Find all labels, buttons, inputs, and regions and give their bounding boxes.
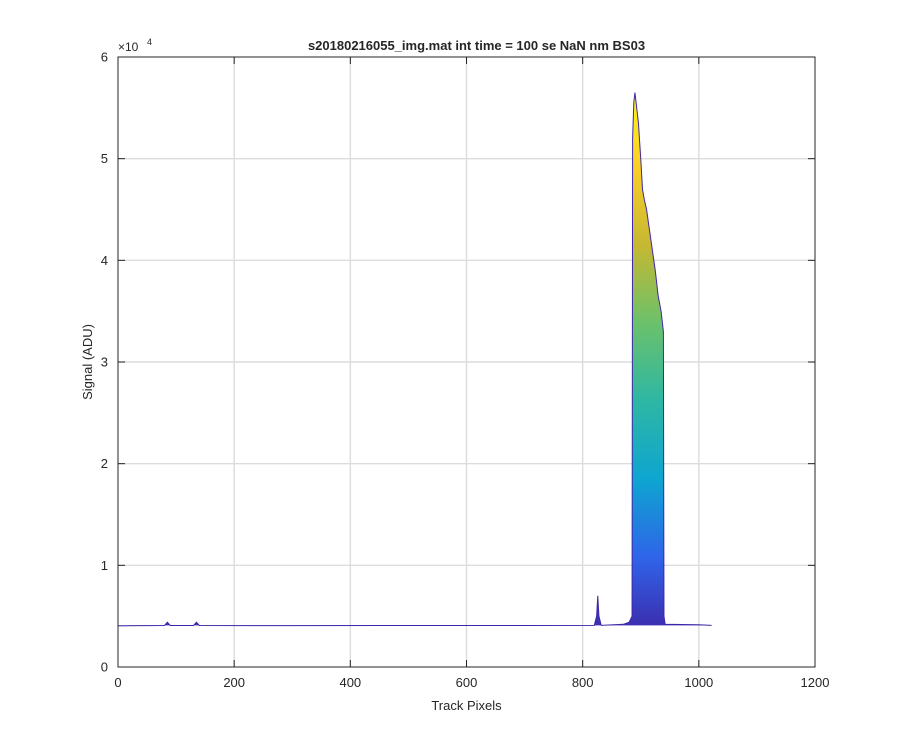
y-tick-label: 0 <box>101 660 108 675</box>
y-tick-label: 1 <box>101 558 108 573</box>
x-tick-label: 1000 <box>684 675 713 690</box>
y-tick-label: 6 <box>101 50 108 65</box>
x-tick-label: 800 <box>572 675 594 690</box>
y-tick-label: 4 <box>101 253 108 268</box>
y-tick-label: 3 <box>101 355 108 370</box>
x-axis-label: Track Pixels <box>431 698 502 713</box>
ticks: 0 200 400 600 800 1000 1200 0 1 2 3 4 5 6 <box>101 50 830 691</box>
y-tick-label: 2 <box>101 456 108 471</box>
x-tick-label: 400 <box>339 675 361 690</box>
data-layer <box>118 92 712 627</box>
y-tick-label: 5 <box>101 151 108 166</box>
y-exponent-label: ×10 <box>118 40 139 54</box>
grid <box>118 57 815 667</box>
y-exponent-power: 4 <box>147 37 152 47</box>
series-area <box>118 92 712 626</box>
x-tick-label: 600 <box>456 675 478 690</box>
x-tick-label: 0 <box>114 675 121 690</box>
x-tick-label: 200 <box>223 675 245 690</box>
x-tick-label: 1200 <box>801 675 830 690</box>
chart-title: s20180216055_img.mat int time = 100 se N… <box>308 38 645 53</box>
series-line <box>118 92 712 627</box>
y-axis-label: Signal (ADU) <box>80 324 95 400</box>
